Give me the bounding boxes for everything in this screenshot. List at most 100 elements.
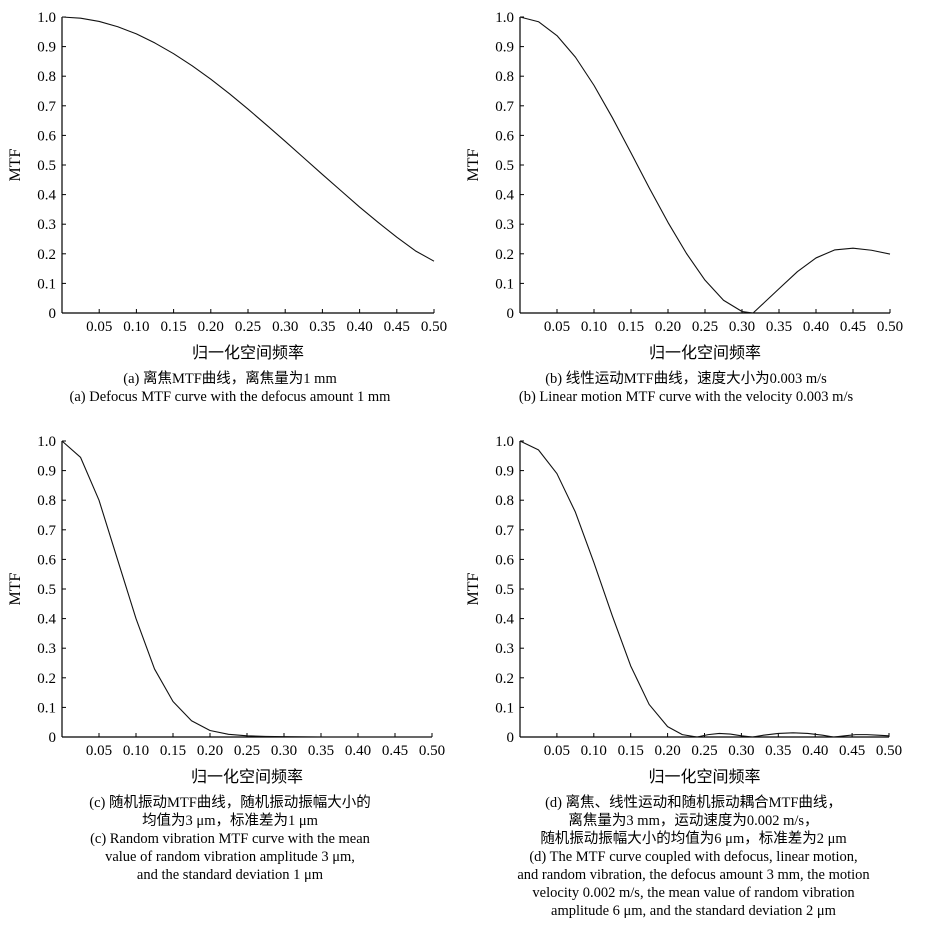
y-tick-label: 0.4 — [495, 612, 514, 628]
y-tick-label: 0.1 — [37, 276, 56, 292]
x-tick-label: 0.35 — [309, 319, 335, 335]
y-tick-label: 0.6 — [495, 552, 514, 568]
y-tick-label: 0.7 — [495, 523, 514, 539]
chart-d: 0 0.1 0.2 0.3 0.4 0.5 0.6 0.7 0.8 0.9 1.0 0.05 0.10 0… — [456, 424, 931, 794]
mtf-curve — [62, 17, 434, 261]
x-tick-label: 0.45 — [382, 743, 408, 759]
x-axis-label: 归一化空间频率 — [649, 344, 761, 362]
caption-line: (d) The MTF curve coupled with defocus, … — [456, 848, 931, 866]
x-tick-label: 0.30 — [728, 743, 754, 759]
caption-line: amplitude 6 μm, and the standard deviati… — [456, 902, 931, 920]
y-tick-label: 0 — [507, 306, 515, 322]
x-tick-label: 0.40 — [802, 743, 828, 759]
x-tick-label: 0.50 — [877, 319, 903, 335]
y-tick-label: 0 — [507, 730, 515, 746]
chart-panel-c: 0 0.1 0.2 0.3 0.4 0.5 0.6 0.7 0.8 0.9 1.0 0.05 0.10 0… — [0, 424, 460, 924]
mtf-curve — [520, 441, 889, 737]
figure-caption: (c) 随机振动MTF曲线，随机振动振幅大小的 均值为3 μm，标准差为1 μm (… — [0, 794, 460, 884]
chart-b: 0 0.1 0.2 0.3 0.4 0.5 0.6 0.7 0.8 0.9 1.0 0.05 0.10 0… — [456, 0, 916, 370]
y-tick-label: 0.8 — [37, 493, 56, 509]
mtf-curve — [62, 441, 432, 737]
x-tick-label: 0.25 — [235, 319, 261, 335]
y-tick-label: 0.5 — [37, 158, 56, 174]
figure-caption: (b) 线性运动MTF曲线，速度大小为0.003 m/s (b) Linear m… — [456, 370, 916, 406]
caption-line: 均值为3 μm，标准差为1 μm — [0, 812, 460, 830]
x-tick-label: 0.25 — [234, 743, 260, 759]
y-tick-label: 0.9 — [37, 40, 56, 56]
y-tick-label: 0.3 — [37, 641, 56, 657]
caption-line: (a) Defocus MTF curve with the defocus a… — [0, 388, 460, 406]
y-tick-label: 0.2 — [495, 671, 514, 687]
y-tick-label: 0.7 — [37, 99, 56, 115]
figure-caption: (d) 离焦、线性运动和随机振动耦合MTF曲线， 离焦量为3 mm，运动速度为0.… — [456, 794, 931, 920]
x-tick-label: 0.15 — [618, 319, 644, 335]
y-tick-label: 0.3 — [495, 641, 514, 657]
x-tick-label: 0.10 — [123, 743, 149, 759]
y-tick-label: 1.0 — [495, 434, 514, 450]
y-tick-label: 0.5 — [495, 582, 514, 598]
x-tick-label: 0.05 — [86, 319, 112, 335]
y-tick-label: 0.2 — [495, 247, 514, 263]
x-tick-label: 0.45 — [384, 319, 410, 335]
y-tick-label: 0.4 — [495, 188, 514, 204]
caption-line: (b) Linear motion MTF curve with the vel… — [456, 388, 916, 406]
y-tick-label: 0.8 — [495, 69, 514, 85]
y-tick-label: 0 — [49, 730, 57, 746]
x-tick-label: 0.50 — [419, 743, 445, 759]
y-tick-label: 1.0 — [37, 434, 56, 450]
x-tick-label: 0.30 — [272, 319, 298, 335]
y-axis-label: MTF — [7, 148, 24, 181]
y-axis-label: MTF — [465, 148, 482, 181]
y-tick-label: 0.1 — [495, 276, 514, 292]
x-tick-label: 0.50 — [421, 319, 447, 335]
x-tick-label: 0.45 — [839, 743, 865, 759]
caption-line: (c) Random vibration MTF curve with the … — [0, 830, 460, 848]
y-tick-label: 0.1 — [495, 700, 514, 716]
caption-line: (a) 离焦MTF曲线，离焦量为1 mm — [0, 370, 460, 388]
y-tick-label: 0.4 — [37, 612, 56, 628]
x-tick-label: 0.35 — [308, 743, 334, 759]
chart-a: 0 0.1 0.2 0.3 0.4 0.5 0.6 0.7 0.8 0.9 1.0 0.05 0.10 0… — [0, 0, 460, 370]
x-tick-label: 0.45 — [840, 319, 866, 335]
caption-line: (b) 线性运动MTF曲线，速度大小为0.003 m/s — [456, 370, 916, 388]
y-tick-label: 0.7 — [495, 99, 514, 115]
caption-line: and the standard deviation 1 μm — [0, 866, 460, 884]
y-axis-label: MTF — [465, 572, 482, 605]
x-tick-label: 0.15 — [160, 743, 186, 759]
x-tick-label: 0.20 — [655, 319, 681, 335]
x-tick-label: 0.20 — [197, 743, 223, 759]
x-tick-label: 0.20 — [654, 743, 680, 759]
y-tick-label: 0.8 — [37, 69, 56, 85]
caption-line: and random vibration, the defocus amount… — [456, 866, 931, 884]
x-tick-label: 0.35 — [765, 743, 791, 759]
y-tick-label: 0.9 — [495, 464, 514, 480]
x-tick-label: 0.10 — [123, 319, 149, 335]
x-tick-label: 0.10 — [581, 319, 607, 335]
x-tick-label: 0.30 — [729, 319, 755, 335]
x-tick-label: 0.25 — [691, 743, 717, 759]
y-tick-label: 0.3 — [37, 217, 56, 233]
y-axis-label: MTF — [7, 572, 24, 605]
y-tick-label: 0.9 — [495, 40, 514, 56]
x-tick-label: 0.35 — [766, 319, 792, 335]
x-tick-label: 0.30 — [271, 743, 297, 759]
x-tick-label: 0.50 — [876, 743, 902, 759]
y-tick-label: 0.8 — [495, 493, 514, 509]
y-tick-label: 0.5 — [495, 158, 514, 174]
y-tick-label: 0.5 — [37, 582, 56, 598]
y-tick-label: 0.2 — [37, 247, 56, 263]
x-tick-label: 0.05 — [86, 743, 112, 759]
x-tick-label: 0.40 — [803, 319, 829, 335]
x-tick-label: 0.05 — [544, 319, 570, 335]
x-tick-label: 0.40 — [345, 743, 371, 759]
y-tick-label: 0.6 — [37, 552, 56, 568]
caption-line: 离焦量为3 mm，运动速度为0.002 m/s， — [456, 812, 931, 830]
y-tick-label: 0.6 — [495, 128, 514, 144]
y-tick-label: 1.0 — [495, 10, 514, 26]
chart-c: 0 0.1 0.2 0.3 0.4 0.5 0.6 0.7 0.8 0.9 1.0 0.05 0.10 0… — [0, 424, 460, 794]
x-tick-label: 0.20 — [198, 319, 224, 335]
x-axis-label: 归一化空间频率 — [648, 768, 760, 786]
y-tick-label: 0.1 — [37, 700, 56, 716]
x-tick-label: 0.10 — [581, 743, 607, 759]
chart-panel-d: 0 0.1 0.2 0.3 0.4 0.5 0.6 0.7 0.8 0.9 1.0 0.05 0.10 0… — [456, 424, 931, 948]
